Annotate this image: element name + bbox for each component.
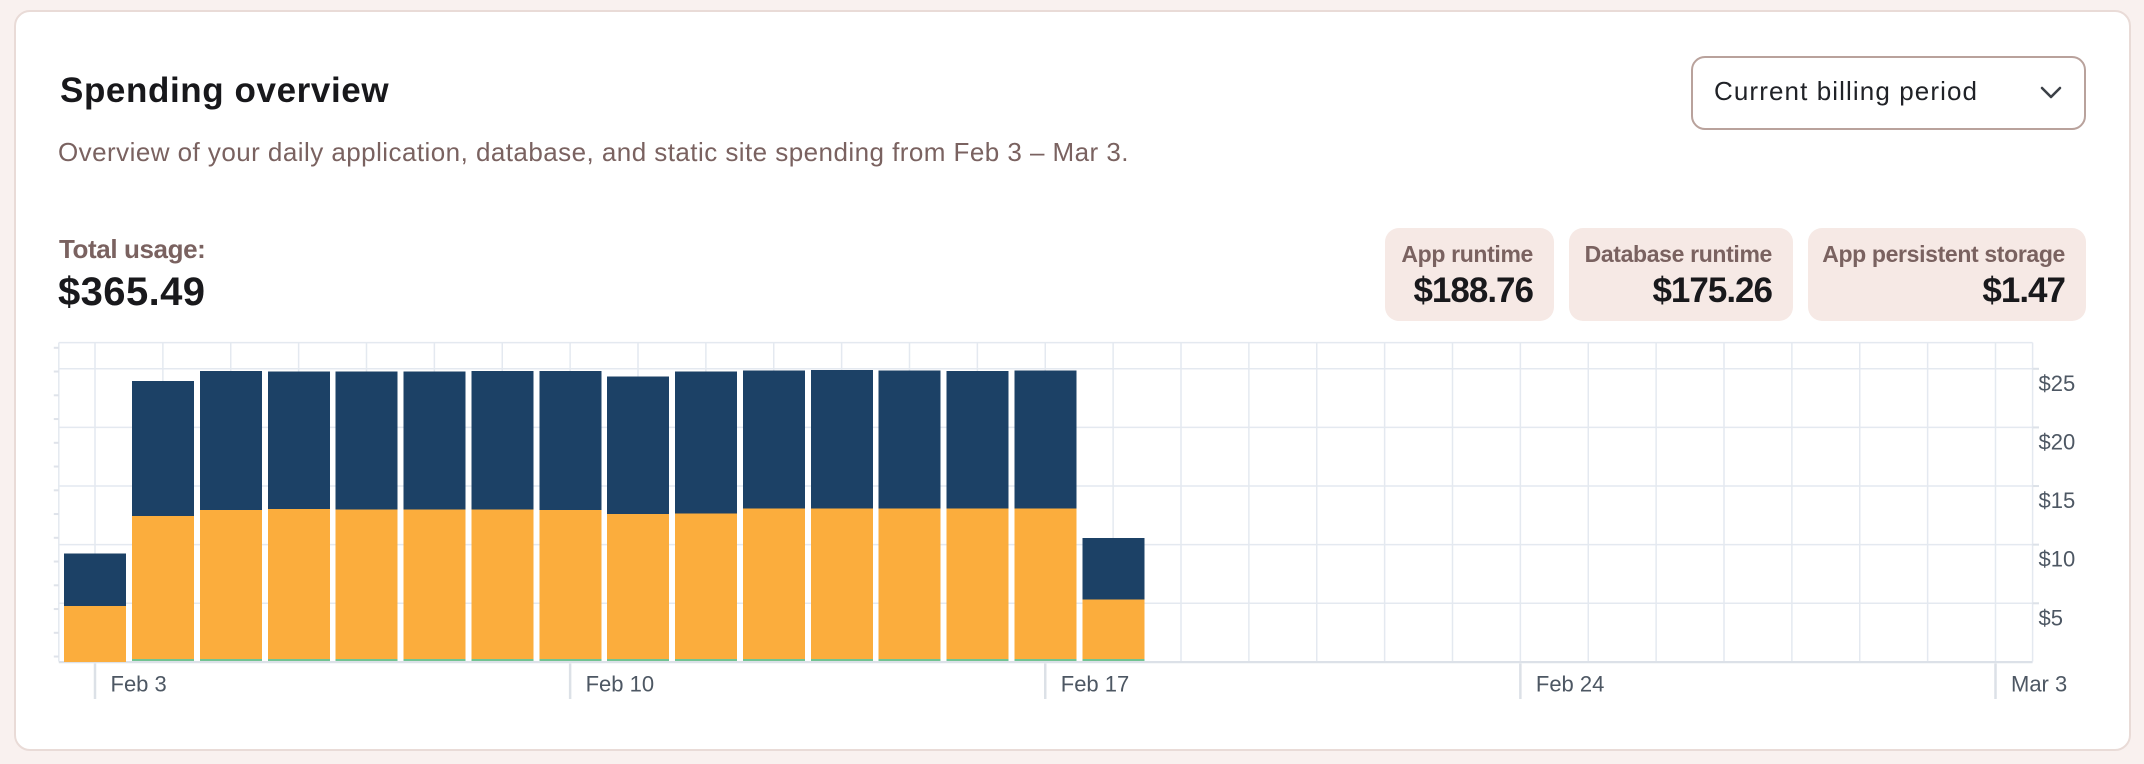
- svg-text:Feb 10: Feb 10: [586, 672, 655, 697]
- svg-text:Feb 24: Feb 24: [1536, 672, 1605, 697]
- svg-text:Feb 17: Feb 17: [1061, 672, 1130, 697]
- svg-text:$20: $20: [2039, 429, 2076, 454]
- svg-text:$15: $15: [2039, 488, 2076, 513]
- svg-text:Feb 3: Feb 3: [111, 672, 167, 697]
- svg-text:$10: $10: [2039, 547, 2076, 572]
- svg-text:$25: $25: [2039, 371, 2076, 396]
- svg-text:Mar 3: Mar 3: [2011, 672, 2067, 697]
- svg-text:$5: $5: [2039, 605, 2063, 630]
